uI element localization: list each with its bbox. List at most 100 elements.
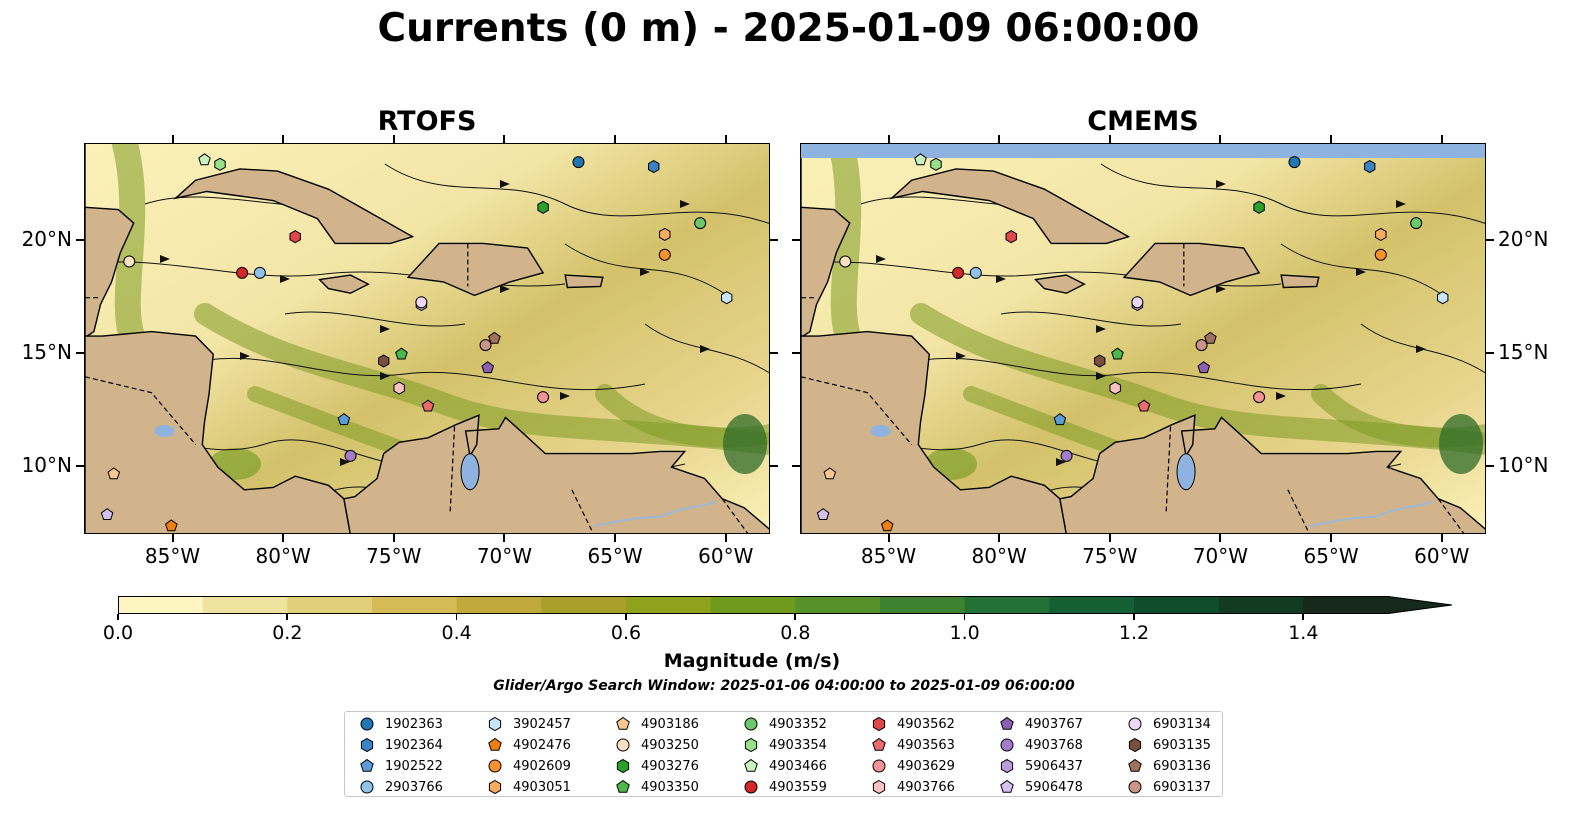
streamline — [900, 357, 1362, 391]
float-marker-4902609 — [658, 248, 671, 261]
streamline-arrow — [380, 325, 390, 333]
legend-item-4903563: 4903563 — [871, 735, 955, 755]
lon-label: 60°W — [698, 544, 754, 568]
legend-item-4903051: 4903051 — [487, 777, 571, 797]
axis-tick — [792, 239, 800, 242]
streamline-arrow — [240, 352, 250, 360]
axis-tick — [792, 352, 800, 355]
streamline-arrow — [560, 392, 570, 400]
legend-label: 1902363 — [385, 716, 443, 732]
colorbar-tick — [794, 614, 796, 620]
float-marker-4903559 — [236, 266, 249, 279]
map-cmems-canvas — [801, 144, 1485, 533]
colorbar-segment — [626, 596, 712, 614]
land-puertorico — [1280, 274, 1320, 289]
legend-label: 4903767 — [1025, 716, 1083, 732]
axis-tick — [1486, 239, 1494, 242]
land-hispaniola — [406, 242, 545, 297]
streamline-arrow — [700, 345, 710, 353]
streamline-arrow — [160, 255, 170, 263]
streamline-arrow — [1416, 345, 1426, 353]
legend-marker-hexagon — [488, 779, 502, 795]
legend-item-5906478: 5906478 — [999, 777, 1083, 797]
axis-tick — [770, 465, 778, 468]
axis-tick — [614, 135, 617, 143]
axis-tick — [998, 135, 1001, 143]
axis-tick — [770, 239, 778, 242]
no-data-strip — [801, 144, 1485, 158]
axis-tick — [998, 534, 1001, 542]
colorbar-tick-label: 0.6 — [610, 622, 642, 644]
colorbar-tick-label: 0.2 — [272, 622, 303, 644]
colorbar-segment — [1218, 596, 1304, 614]
colorbar — [118, 596, 1458, 618]
float-marker-5906478 — [100, 508, 114, 520]
legend-marker-pentagon — [1000, 779, 1014, 793]
axis-tick — [76, 465, 84, 468]
float-marker-6903134 — [415, 296, 428, 309]
streamline — [1280, 243, 1442, 295]
colorbar-segment — [1303, 596, 1389, 614]
axis-tick — [392, 135, 395, 143]
colorbar-segment — [118, 596, 204, 614]
axis-tick — [282, 135, 285, 143]
streamline — [564, 243, 726, 295]
legend-marker-hexagon — [616, 758, 630, 774]
legend-marker-pentagon — [616, 716, 630, 730]
colorbar-tick — [286, 614, 288, 620]
legend-label: 4903352 — [769, 716, 827, 732]
legend-item-1902364: 1902364 — [359, 735, 443, 755]
float-marker-1902364 — [648, 160, 660, 174]
legend-marker-circle — [360, 780, 374, 794]
legend-marker-circle — [872, 759, 886, 773]
river — [1309, 500, 1433, 527]
legend-item-6903135: 6903135 — [1127, 735, 1211, 755]
lat-label: 20°N — [21, 227, 72, 252]
colorbar-tick-label: 0.0 — [102, 622, 134, 644]
float-marker-4902609 — [1374, 248, 1387, 261]
float-marker-4903629 — [1253, 391, 1266, 404]
float-marker-1902522 — [337, 413, 351, 426]
float-marker-6903136 — [1204, 331, 1217, 344]
float-marker-4903766 — [1109, 381, 1121, 395]
river — [593, 500, 717, 527]
land-jamaica — [1034, 274, 1086, 294]
axis-tick — [1486, 352, 1494, 355]
lon-label: 60°W — [1414, 544, 1470, 568]
float-marker-4903766 — [393, 381, 405, 395]
float-marker-4903051 — [1375, 227, 1387, 241]
legend-label: 6903136 — [1153, 758, 1211, 774]
streamline-arrow — [340, 458, 350, 466]
streamline-arrow — [956, 352, 966, 360]
float-marker-4903466 — [198, 153, 211, 166]
axis-tick — [724, 135, 727, 143]
colorbar-segment — [202, 596, 288, 614]
legend-marker-pentagon — [488, 737, 502, 751]
strong-current-band — [828, 144, 864, 357]
streamline-arrow — [680, 200, 690, 208]
streamline-arrow — [1056, 458, 1066, 466]
legend-item-4903562: 4903562 — [871, 714, 955, 734]
land-southamerica — [1059, 414, 1485, 533]
lake-nicaragua — [154, 425, 175, 438]
float-marker-6903137 — [479, 339, 492, 352]
legend-item-4902476: 4902476 — [487, 735, 571, 755]
eddy — [1439, 414, 1483, 474]
legend-label: 3902457 — [513, 716, 571, 732]
colorbar-segment — [795, 596, 881, 614]
legend-marker-circle — [744, 780, 758, 794]
colorbar-segment — [1049, 596, 1135, 614]
lat-label: 10°N — [21, 453, 72, 478]
lon-label: 70°W — [1192, 544, 1249, 568]
strong-current-band — [112, 144, 148, 357]
colorbar-segment — [880, 596, 966, 614]
float-marker-4902476 — [881, 519, 894, 532]
streamline-arrow — [1216, 180, 1226, 188]
legend-item-6903134: 6903134 — [1127, 714, 1211, 734]
float-marker-4903250 — [839, 255, 852, 268]
colorbar-segment — [964, 596, 1050, 614]
legend-item-5906437: 5906437 — [999, 756, 1083, 776]
legend-label: 4903559 — [769, 779, 827, 795]
country-borders — [85, 243, 749, 533]
float-marker-5906478 — [816, 508, 830, 520]
